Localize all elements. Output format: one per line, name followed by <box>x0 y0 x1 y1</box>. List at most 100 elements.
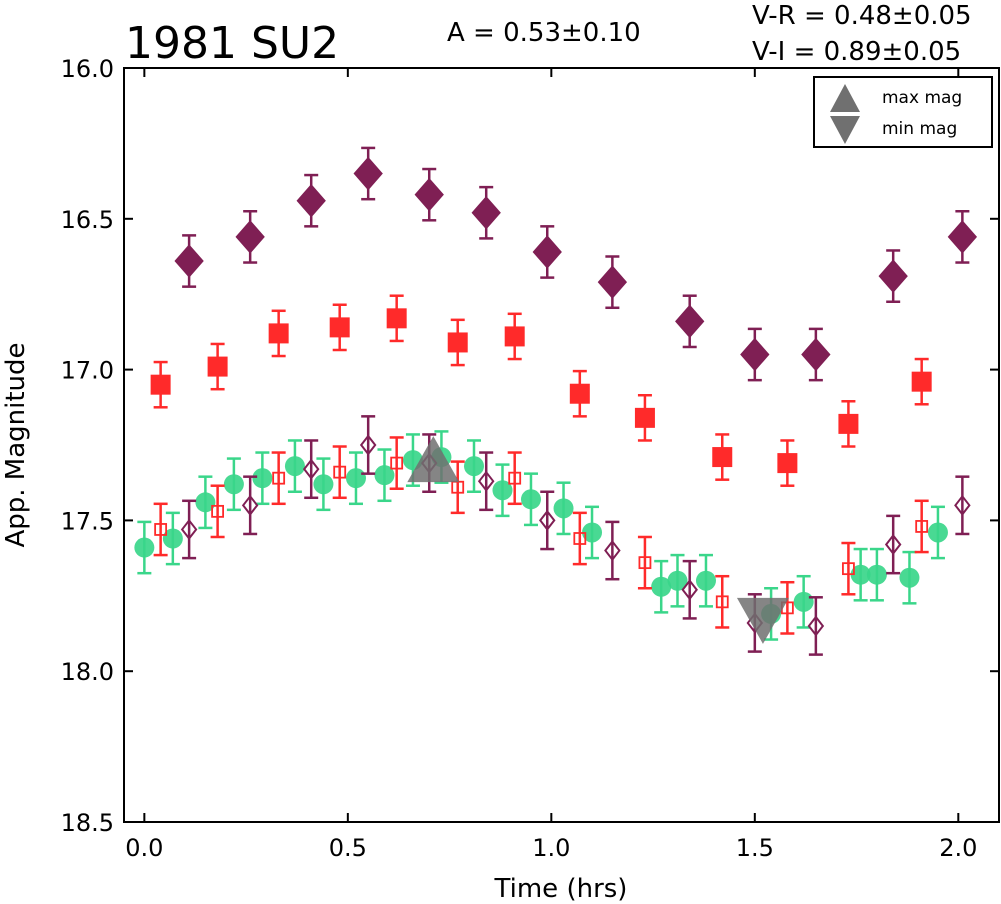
x-tick-label: 0.5 <box>329 834 367 862</box>
data-point <box>634 407 655 428</box>
chart-title: 1981 SU2 <box>125 18 339 69</box>
data-point <box>333 465 347 479</box>
data-point <box>284 456 305 477</box>
data-point <box>195 492 216 513</box>
data-point <box>154 523 168 536</box>
series-circle-filled <box>134 430 948 641</box>
x-tick-label: 1.5 <box>736 834 774 862</box>
data-point <box>508 471 522 485</box>
data-point <box>329 317 350 338</box>
data-point <box>504 326 525 347</box>
data-point <box>134 537 155 558</box>
data-point <box>345 468 366 489</box>
v-i-annotation: V-I = 0.89±0.05 <box>752 37 961 67</box>
x-axis-label: Time (hrs) <box>494 874 628 904</box>
x-tick-label: 2.0 <box>939 834 977 862</box>
data-point <box>313 474 334 495</box>
y-tick-label: 17.0 <box>61 357 114 385</box>
data-point <box>651 576 672 597</box>
y-tick-label: 18.0 <box>61 658 114 686</box>
data-point <box>715 595 729 609</box>
series-diamond-filled <box>174 146 978 382</box>
data-point <box>777 453 798 474</box>
extrema-markers <box>407 436 789 644</box>
data-point <box>241 494 259 516</box>
data-point <box>211 504 225 518</box>
data-point <box>638 556 652 570</box>
data-point <box>477 470 495 492</box>
data-point <box>911 371 932 392</box>
data-point <box>899 567 920 588</box>
data-point <box>390 456 404 470</box>
data-point <box>538 509 556 532</box>
data-point <box>947 220 978 254</box>
data-point <box>838 413 859 434</box>
data-point <box>296 183 326 218</box>
data-point <box>386 308 407 329</box>
data-point <box>807 615 825 637</box>
data-point <box>582 522 603 543</box>
legend-min-mag-triangle-down <box>830 116 860 144</box>
data-point <box>268 323 289 344</box>
data-point <box>573 532 587 545</box>
data-point <box>667 570 688 591</box>
data-point <box>235 220 265 254</box>
data-point <box>414 177 444 212</box>
data-point <box>604 539 621 562</box>
data-point <box>374 465 395 486</box>
v-r-annotation: V-R = 0.48±0.05 <box>752 1 972 31</box>
data-marks <box>134 146 978 656</box>
x-tick-label: 0.0 <box>125 834 163 862</box>
data-point <box>801 337 831 372</box>
data-point <box>850 564 871 585</box>
data-point <box>252 468 273 489</box>
data-point <box>272 471 286 485</box>
data-point <box>695 570 716 591</box>
legend: max mag min mag <box>813 76 993 148</box>
data-point <box>464 456 484 477</box>
data-point <box>597 265 628 299</box>
data-point <box>180 518 198 541</box>
x-tick-label: 1.0 <box>532 834 570 862</box>
y-tick-label: 17.5 <box>61 507 114 535</box>
amplitude-annotation: A = 0.53±0.10 <box>447 18 641 48</box>
data-point <box>681 579 698 601</box>
max-mag-marker <box>407 436 460 483</box>
data-point <box>150 374 171 395</box>
y-axis-ticks: 16.0 16.5 17.0 17.5 18.0 18.5 <box>61 55 999 837</box>
series-square-open <box>153 436 929 635</box>
min-mag-marker <box>736 597 789 644</box>
data-point <box>954 494 971 516</box>
y-tick-label: 16.5 <box>61 206 114 234</box>
data-point <box>174 244 204 278</box>
data-point <box>740 337 770 372</box>
data-point <box>884 533 902 556</box>
y-tick-label: 16.0 <box>61 55 114 83</box>
data-point <box>492 480 513 501</box>
y-axis-label: App. Magnitude <box>1 342 31 547</box>
y-tick-label: 18.5 <box>61 809 114 837</box>
series-diamond-open <box>180 415 971 656</box>
data-point <box>532 235 562 269</box>
data-point <box>359 434 377 456</box>
data-point <box>878 259 908 293</box>
data-point <box>712 447 733 468</box>
data-point <box>447 332 468 353</box>
data-point <box>927 522 948 543</box>
data-point <box>353 156 383 191</box>
data-point <box>866 564 887 585</box>
data-point <box>471 196 501 230</box>
data-point <box>302 458 320 480</box>
legend-min-mag-label: min mag <box>882 119 957 139</box>
plot-frame <box>123 67 1000 823</box>
data-point <box>915 520 929 533</box>
data-point <box>520 489 541 510</box>
x-axis-ticks: 0.0 0.5 1.0 1.5 2.0 <box>125 68 977 862</box>
data-point <box>793 591 814 612</box>
data-point <box>553 498 574 519</box>
data-point <box>162 528 183 549</box>
data-point <box>223 474 244 495</box>
series-square-filled <box>150 294 932 487</box>
legend-max-mag-triangle-up <box>830 84 860 112</box>
